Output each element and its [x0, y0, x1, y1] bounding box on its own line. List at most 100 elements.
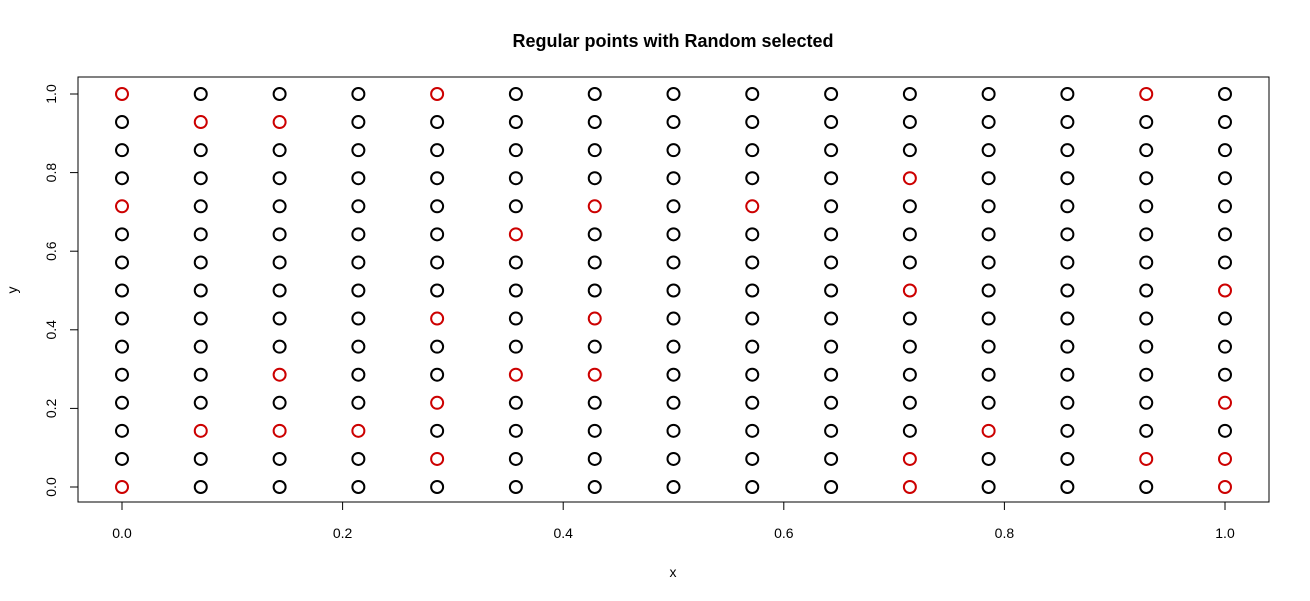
regular-point — [508, 199, 523, 214]
selected-point — [115, 199, 129, 214]
regular-point — [115, 171, 129, 186]
regular-point — [1060, 339, 1075, 354]
regular-point — [666, 423, 681, 438]
y-tick-label: 0.8 — [43, 163, 59, 183]
regular-point — [193, 255, 208, 270]
selected-point — [430, 87, 445, 101]
regular-point — [587, 423, 602, 438]
regular-point — [981, 339, 996, 354]
regular-point — [351, 227, 366, 242]
regular-point — [1060, 480, 1075, 494]
regular-point — [824, 255, 839, 270]
regular-point — [745, 395, 760, 410]
regular-point — [824, 423, 839, 438]
regular-point — [981, 199, 996, 214]
regular-point — [902, 255, 917, 270]
regular-point — [824, 480, 839, 494]
regular-point — [1139, 115, 1154, 130]
regular-point — [1218, 227, 1232, 242]
regular-point — [666, 255, 681, 270]
regular-point — [508, 87, 523, 101]
regular-point — [587, 227, 602, 242]
regular-point — [508, 480, 523, 494]
regular-point — [1060, 199, 1075, 214]
regular-point — [1139, 480, 1154, 494]
regular-point — [351, 339, 366, 354]
selected-point — [981, 423, 996, 438]
regular-point — [981, 311, 996, 326]
regular-point — [351, 87, 366, 101]
regular-point — [745, 283, 760, 298]
selected-point — [1218, 395, 1232, 410]
regular-point — [981, 115, 996, 130]
regular-point — [824, 395, 839, 410]
x-axis-label: x — [670, 564, 677, 580]
regular-point — [1060, 87, 1075, 101]
selected-point — [587, 311, 602, 326]
regular-point — [430, 339, 445, 354]
regular-point — [745, 367, 760, 382]
regular-point — [666, 339, 681, 354]
regular-point — [193, 395, 208, 410]
regular-point — [666, 451, 681, 466]
regular-point — [666, 395, 681, 410]
regular-point — [351, 311, 366, 326]
regular-point — [824, 283, 839, 298]
regular-point — [1060, 115, 1075, 130]
selected-point — [745, 199, 760, 214]
regular-point — [1139, 199, 1154, 214]
regular-point — [587, 451, 602, 466]
regular-point — [981, 480, 996, 494]
regular-point — [272, 87, 287, 101]
selected-point — [1218, 451, 1232, 466]
regular-point — [351, 395, 366, 410]
y-tick-label: 0.0 — [43, 477, 59, 497]
regular-point — [1139, 423, 1154, 438]
regular-point — [824, 143, 839, 158]
regular-point — [193, 227, 208, 242]
regular-point — [430, 115, 445, 130]
regular-point — [824, 87, 839, 101]
regular-point — [745, 339, 760, 354]
selected-point — [115, 480, 129, 494]
x-tick-label: 0.0 — [112, 525, 132, 541]
regular-point — [1139, 367, 1154, 382]
regular-point — [115, 115, 129, 130]
regular-point — [587, 171, 602, 186]
regular-point — [1218, 87, 1232, 101]
regular-point — [193, 143, 208, 158]
y-tick-label: 0.2 — [43, 398, 59, 418]
regular-point — [981, 143, 996, 158]
regular-point — [1218, 311, 1232, 326]
regular-point — [666, 480, 681, 494]
regular-point — [745, 451, 760, 466]
regular-point — [272, 227, 287, 242]
regular-point — [193, 367, 208, 382]
regular-point — [745, 423, 760, 438]
chart-title: Regular points with Random selected — [512, 31, 833, 51]
selected-point — [1218, 480, 1232, 494]
regular-point — [115, 339, 129, 354]
regular-point — [902, 311, 917, 326]
selected-point — [902, 171, 917, 186]
regular-point — [1060, 143, 1075, 158]
regular-point — [666, 87, 681, 101]
regular-point — [508, 255, 523, 270]
selected-point — [351, 423, 366, 438]
regular-point — [1218, 143, 1232, 158]
selected-point — [1139, 451, 1154, 466]
regular-point — [508, 339, 523, 354]
regular-point — [824, 451, 839, 466]
regular-point — [351, 283, 366, 298]
regular-point — [981, 255, 996, 270]
regular-point — [272, 311, 287, 326]
regular-point — [745, 480, 760, 494]
regular-point — [902, 339, 917, 354]
regular-point — [430, 480, 445, 494]
selected-point — [902, 283, 917, 298]
selected-point — [115, 87, 129, 101]
selected-point — [430, 395, 445, 410]
regular-point — [351, 199, 366, 214]
regular-point — [824, 227, 839, 242]
y-tick-label: 1.0 — [43, 84, 59, 104]
